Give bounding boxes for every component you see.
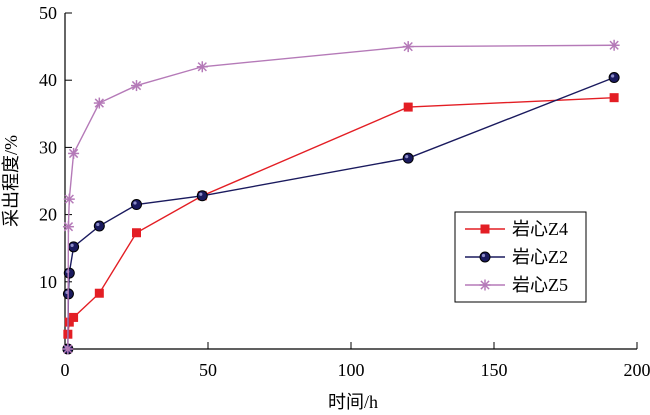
axes: 0 50 100 150 200 10 20 30 40 50	[39, 3, 650, 380]
data-point-highlight	[70, 243, 74, 247]
data-point	[608, 72, 620, 84]
legend-marker	[480, 224, 490, 234]
data-point-highlight	[199, 192, 203, 196]
legend-label: 岩心Z2	[512, 247, 568, 267]
asterisk-stroke	[480, 280, 490, 290]
data-point	[132, 228, 141, 238]
data-point	[94, 288, 104, 298]
x-tick-label: 100	[338, 360, 365, 380]
data-point-highlight	[611, 74, 615, 78]
data-point	[608, 39, 620, 51]
series-line	[67, 44, 615, 350]
data-point	[402, 41, 414, 53]
x-tick-label: 200	[624, 360, 650, 380]
data-point	[64, 317, 74, 327]
data-point	[62, 221, 74, 233]
y-tick-label: 40	[39, 70, 57, 90]
asterisk-stroke	[609, 40, 619, 50]
legend-marker-highlight	[481, 253, 486, 258]
data-point	[131, 199, 142, 211]
y-tick-label: 50	[39, 3, 57, 23]
plot-area	[62, 39, 620, 355]
asterisk-stroke	[197, 62, 207, 72]
data-point	[402, 152, 414, 164]
data-point	[68, 147, 80, 159]
series-3	[62, 39, 620, 355]
asterisk-stroke	[68, 148, 79, 159]
x-axis-title: 时间/h	[328, 392, 378, 412]
data-point	[609, 93, 619, 103]
legend-label: 岩心Z5	[512, 275, 568, 295]
data-point	[68, 241, 80, 253]
asterisk-stroke	[403, 41, 413, 52]
y-tick-label: 30	[39, 137, 57, 157]
legend-marker	[479, 251, 491, 263]
asterisk-stroke	[63, 222, 74, 232]
y-tick-label: 10	[39, 272, 57, 292]
x-tick-label: 0	[61, 360, 70, 380]
data-point	[196, 190, 208, 202]
y-axis-title: 采出程度/%	[1, 135, 21, 227]
data-point-highlight	[96, 222, 100, 227]
legend: 岩心Z4 岩心Z2 岩心Z5	[454, 211, 587, 303]
data-point	[93, 220, 105, 232]
asterisk-stroke	[64, 194, 74, 204]
asterisk-stroke	[63, 344, 73, 354]
asterisk-stroke	[131, 80, 142, 91]
data-point	[403, 102, 413, 112]
data-point	[69, 312, 79, 322]
x-tick-label: 150	[481, 360, 508, 380]
data-point-highlight	[405, 155, 409, 159]
data-point	[62, 343, 74, 355]
data-point	[131, 80, 142, 92]
y-tick-label: 20	[39, 205, 57, 225]
data-point	[93, 97, 105, 109]
x-tick-label: 50	[199, 360, 217, 380]
data-point	[63, 267, 75, 279]
data-point	[196, 61, 208, 73]
data-point	[63, 193, 75, 205]
asterisk-stroke	[94, 98, 104, 108]
legend-marker	[479, 279, 491, 291]
legend-label: 岩心Z4	[512, 219, 568, 239]
data-point-highlight	[133, 201, 137, 205]
